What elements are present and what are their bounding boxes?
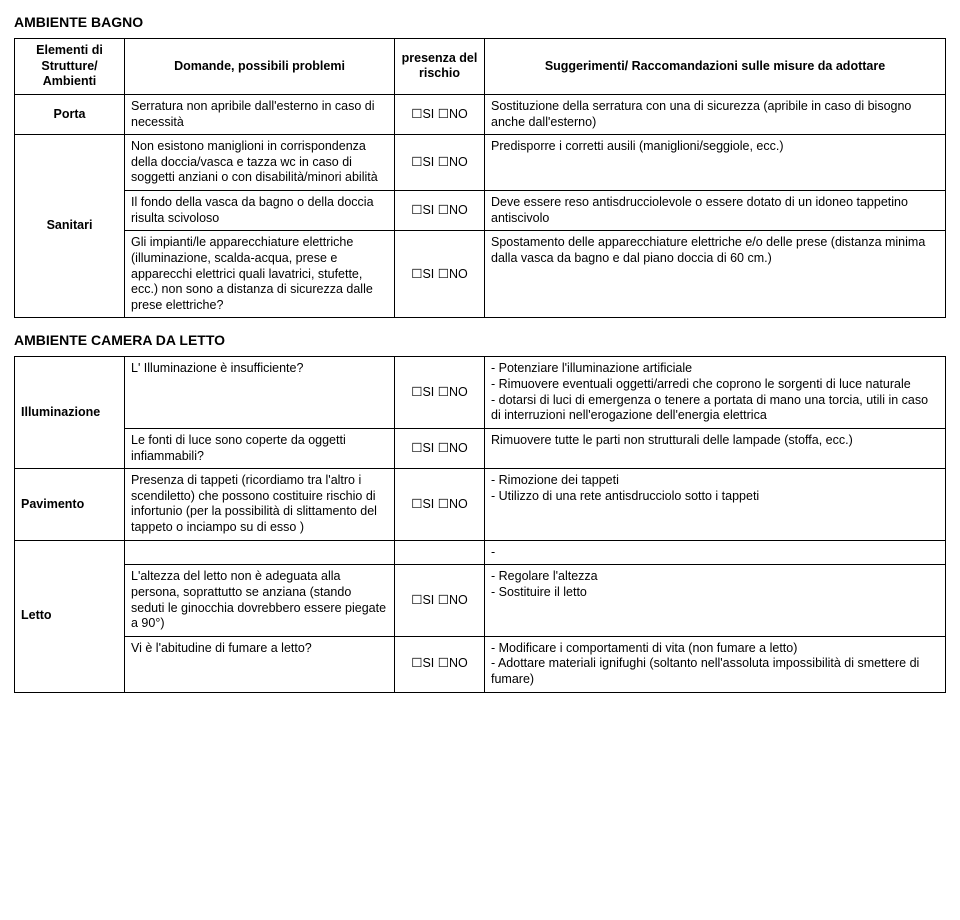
suggestion-cell: Sostituzione della serratura con una di … xyxy=(485,94,946,134)
table-row: L'altezza del letto non è adeguata alla … xyxy=(15,565,946,637)
suggestion-item: Adottare materiali ignifughi (soltanto n… xyxy=(491,656,939,687)
suggestion-cell: Predisporre i corretti ausili (maniglion… xyxy=(485,135,946,191)
suggestion-item: Potenziare l'illuminazione artificiale xyxy=(491,361,939,377)
table-row: Il fondo della vasca da bagno o della do… xyxy=(15,191,946,231)
risk-cell xyxy=(395,540,485,565)
table-row: Porta Serratura non apribile dall'estern… xyxy=(15,94,946,134)
section-b-title: AMBIENTE CAMERA DA LETTO xyxy=(14,332,946,348)
risk-cell: ☐SI ☐NO xyxy=(395,565,485,637)
suggestion-item: Modificare i comportamenti di vita (non … xyxy=(491,641,939,657)
header-elements: Elementi di Strutture/ Ambienti xyxy=(15,39,125,95)
risk-cell: ☐SI ☐NO xyxy=(395,428,485,468)
element-letto: Letto xyxy=(15,540,125,692)
table-row: Gli impianti/le apparecchiature elettric… xyxy=(15,231,946,318)
risk-cell: ☐SI ☐NO xyxy=(395,135,485,191)
question-cell: Serratura non apribile dall'esterno in c… xyxy=(125,94,395,134)
element-sanitari: Sanitari xyxy=(15,135,125,318)
question-cell: Gli impianti/le apparecchiature elettric… xyxy=(125,231,395,318)
suggestion-item: Regolare l'altezza xyxy=(491,569,939,585)
question-cell: Presenza di tappeti (ricordiamo tra l'al… xyxy=(125,469,395,541)
table-letto: Illuminazione L' Illuminazione è insuffi… xyxy=(14,356,946,692)
question-cell: Il fondo della vasca da bagno o della do… xyxy=(125,191,395,231)
risk-cell: ☐SI ☐NO xyxy=(395,94,485,134)
suggestion-item: Rimuovere eventuali oggetti/arredi che c… xyxy=(491,377,939,393)
question-cell: Le fonti di luce sono coperte da oggetti… xyxy=(125,428,395,468)
suggestion-cell: - xyxy=(485,540,946,565)
element-illuminazione: Illuminazione xyxy=(15,357,125,469)
risk-cell: ☐SI ☐NO xyxy=(395,231,485,318)
table-row: Pavimento Presenza di tappeti (ricordiam… xyxy=(15,469,946,541)
table-row: Sanitari Non esistono maniglioni in corr… xyxy=(15,135,946,191)
table-row: Le fonti di luce sono coperte da oggetti… xyxy=(15,428,946,468)
table-row: Vi è l'abitudine di fumare a letto? ☐SI … xyxy=(15,636,946,692)
header-questions: Domande, possibili problemi xyxy=(125,39,395,95)
suggestion-cell: Rimuovere tutte le parti non strutturali… xyxy=(485,428,946,468)
section-a-title: AMBIENTE BAGNO xyxy=(14,14,946,30)
suggestion-cell: Potenziare l'illuminazione artificiale R… xyxy=(485,357,946,429)
element-porta: Porta xyxy=(15,94,125,134)
question-cell: Vi è l'abitudine di fumare a letto? xyxy=(125,636,395,692)
table-bagno: Elementi di Strutture/ Ambienti Domande,… xyxy=(14,38,946,318)
suggestion-cell: Modificare i comportamenti di vita (non … xyxy=(485,636,946,692)
table-header-row: Elementi di Strutture/ Ambienti Domande,… xyxy=(15,39,946,95)
question-cell xyxy=(125,540,395,565)
question-cell: Non esistono maniglioni in corrispondenz… xyxy=(125,135,395,191)
table-row: Illuminazione L' Illuminazione è insuffi… xyxy=(15,357,946,429)
question-cell: L'altezza del letto non è adeguata alla … xyxy=(125,565,395,637)
risk-cell: ☐SI ☐NO xyxy=(395,636,485,692)
header-risk: presenza del rischio xyxy=(395,39,485,95)
suggestion-item: Sostituire il letto xyxy=(491,585,939,601)
table-row: Letto - xyxy=(15,540,946,565)
header-suggestions: Suggerimenti/ Raccomandazioni sulle misu… xyxy=(485,39,946,95)
question-cell: L' Illuminazione è insufficiente? xyxy=(125,357,395,429)
suggestion-cell: Spostamento delle apparecchiature elettr… xyxy=(485,231,946,318)
suggestion-cell: Regolare l'altezza Sostituire il letto xyxy=(485,565,946,637)
suggestion-item: Rimozione dei tappeti xyxy=(491,473,939,489)
suggestion-cell: Rimozione dei tappeti Utilizzo di una re… xyxy=(485,469,946,541)
element-pavimento: Pavimento xyxy=(15,469,125,541)
suggestion-item: Utilizzo di una rete antisdrucciolo sott… xyxy=(491,489,939,505)
suggestion-item: dotarsi di luci di emergenza o tenere a … xyxy=(491,393,939,424)
risk-cell: ☐SI ☐NO xyxy=(395,191,485,231)
risk-cell: ☐SI ☐NO xyxy=(395,469,485,541)
risk-cell: ☐SI ☐NO xyxy=(395,357,485,429)
suggestion-cell: Deve essere reso antisdrucciolevole o es… xyxy=(485,191,946,231)
